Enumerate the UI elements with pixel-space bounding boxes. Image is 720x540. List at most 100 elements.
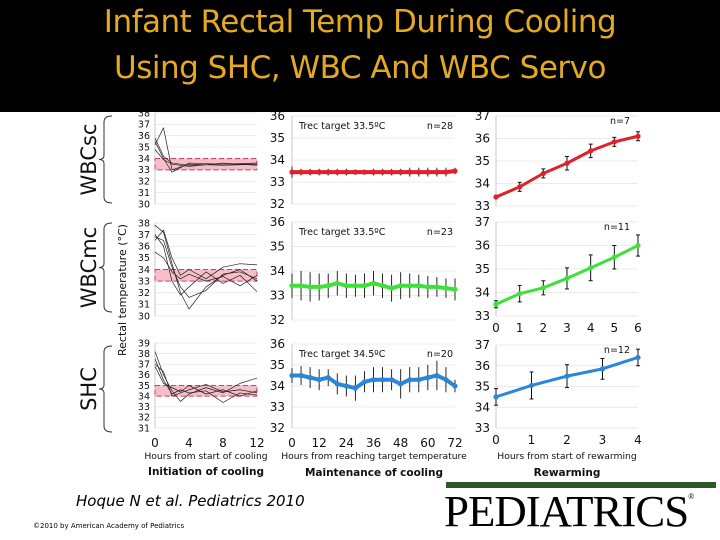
y-tick-label: 35 <box>270 240 285 254</box>
y-tick-label: 33 <box>270 400 285 414</box>
data-point <box>540 285 546 291</box>
data-point <box>452 286 458 292</box>
data-point <box>611 254 617 260</box>
x-tick-label: 5 <box>611 321 619 335</box>
column-title: Rewarming <box>534 467 601 479</box>
y-tick-label: 34 <box>138 391 150 402</box>
data-point <box>635 354 641 361</box>
rewarming-panel-wbcsc: 33 34 35 36 37 n=7 <box>475 109 641 213</box>
column-title: Initiation of cooling <box>148 466 264 478</box>
x-tick-label: 4 <box>634 433 642 447</box>
data-point <box>425 169 431 175</box>
x-tick-label: 4 <box>185 436 193 450</box>
data-point <box>517 184 523 190</box>
x-tick-label: 72 <box>447 436 462 450</box>
data-point <box>407 169 413 175</box>
row-label-shc: SHC <box>77 367 101 411</box>
data-point <box>517 291 523 297</box>
data-point <box>416 169 422 175</box>
x-tick-label: 3 <box>599 433 607 447</box>
y-tick-label: 36 <box>270 215 285 229</box>
data-point <box>352 283 358 289</box>
y-tick-label: 31 <box>138 188 150 199</box>
y-tick-label: 36 <box>475 359 490 373</box>
data-point <box>307 284 313 290</box>
y-tick-label: 33 <box>138 276 150 287</box>
y-tick-label: 35 <box>138 142 150 153</box>
maintenance-panel-shc: 32 33 34 35 36 Trec target 34.5ºC n=20 <box>270 337 458 435</box>
y-tick-label: 33 <box>270 175 285 189</box>
data-point <box>298 169 304 175</box>
data-point <box>452 383 458 389</box>
y-tick-label: 34 <box>270 379 285 393</box>
data-point <box>588 265 594 271</box>
data-point <box>434 372 440 379</box>
data-point <box>289 372 295 379</box>
data-point <box>398 283 404 289</box>
y-tick-label: 32 <box>138 288 150 299</box>
data-point <box>434 169 440 175</box>
target-annotation: Trec target 33.5ºC <box>298 121 386 132</box>
data-point <box>307 375 313 381</box>
y-axis-label: Rectal temperature (°C) <box>116 224 129 356</box>
y-tick-label: 33 <box>138 165 150 176</box>
data-point <box>398 169 404 175</box>
x-tick-label: 1 <box>516 321 524 335</box>
n-label: n=11 <box>604 222 630 233</box>
individual-trace <box>154 363 258 397</box>
logo-bar <box>446 482 716 488</box>
data-point <box>379 169 386 175</box>
data-point <box>635 242 641 249</box>
data-point <box>389 169 395 175</box>
data-point <box>389 377 395 383</box>
data-point <box>416 283 422 289</box>
data-point <box>370 377 377 383</box>
data-point <box>564 373 570 379</box>
y-tick-label: 33 <box>270 289 285 303</box>
y-tick-label: 32 <box>138 177 150 188</box>
individual-trace <box>154 366 258 397</box>
y-tick-label: 36 <box>138 370 150 381</box>
y-tick-label: 36 <box>475 132 490 146</box>
y-tick-label: 32 <box>138 413 150 424</box>
y-tick-label: 38 <box>138 349 150 360</box>
y-tick-label: 33 <box>138 402 150 413</box>
data-point <box>361 379 368 385</box>
data-point <box>443 285 449 291</box>
target-annotation: Trec target 33.5ºC <box>298 227 386 238</box>
slide-title-line-1: Infant Rectal Temp During Cooling <box>103 4 617 40</box>
individual-trace <box>154 234 258 296</box>
data-point <box>298 372 304 379</box>
data-point <box>407 377 413 383</box>
y-tick-label: 34 <box>138 154 150 165</box>
data-point <box>493 394 499 400</box>
y-tick-label: 34 <box>475 177 490 191</box>
data-point <box>434 284 440 290</box>
data-point <box>343 383 349 389</box>
n-label: n=7 <box>610 116 630 127</box>
column-title: Maintenance of cooling <box>305 467 443 479</box>
individual-trace <box>154 149 258 167</box>
y-tick-label: 32 <box>270 197 285 211</box>
x-tick-label: 60 <box>420 436 435 450</box>
data-point <box>493 194 499 200</box>
data-point <box>325 283 331 289</box>
y-tick-label: 35 <box>270 131 285 145</box>
individual-trace <box>154 236 258 298</box>
pediatrics-logo: PEDIATRICS® <box>444 487 694 536</box>
n-label: n=12 <box>604 345 630 356</box>
y-tick-label: 35 <box>475 154 490 168</box>
maintenance-panel-wbcsc: 32 33 34 35 36 Trec target 33.5ºC n=28 <box>270 109 458 211</box>
row-label-wbcmc: WBCmc <box>77 227 101 308</box>
y-tick-label: 30 <box>138 199 150 210</box>
data-point <box>325 375 331 381</box>
x-axis-label: Hours from start of cooling <box>144 451 267 462</box>
data-point <box>334 280 340 286</box>
data-point <box>564 160 570 166</box>
y-tick-label: 38 <box>138 218 150 229</box>
